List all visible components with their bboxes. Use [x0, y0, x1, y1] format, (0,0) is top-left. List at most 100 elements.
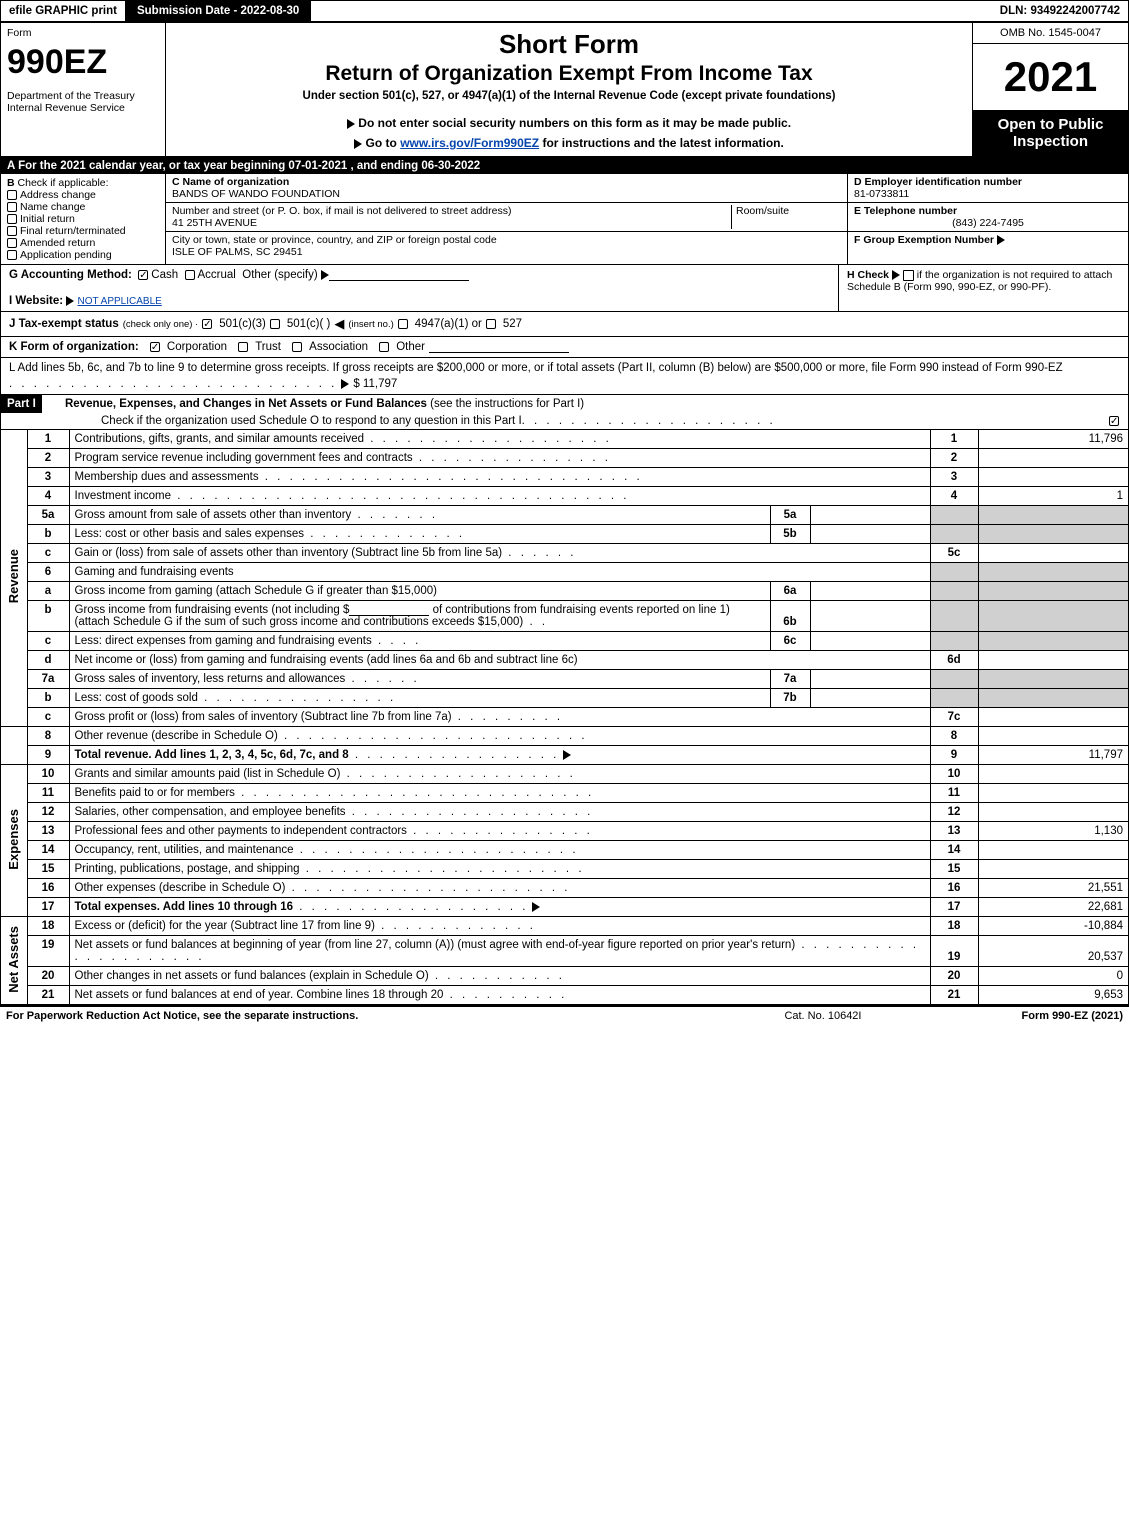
table-row: 3Membership dues and assessments . . . .… [1, 468, 1128, 487]
line-amount: 20,537 [978, 936, 1128, 967]
shade-cell [930, 632, 978, 651]
shade-cell [978, 506, 1128, 525]
checkbox-amended-return[interactable] [7, 238, 17, 248]
arrow-icon [341, 379, 349, 389]
form-number: 990EZ [7, 43, 159, 82]
checkbox-other[interactable] [379, 342, 389, 352]
table-row: 6Gaming and fundraising events [1, 563, 1128, 582]
arrow-icon [347, 119, 355, 129]
line-desc: Gross income from gaming (attach Schedul… [75, 585, 437, 597]
line-ref: 5c [930, 544, 978, 563]
table-row: 11Benefits paid to or for members . . . … [1, 784, 1128, 803]
line-no: 7a [27, 670, 69, 689]
line-desc: Net assets or fund balances at beginning… [75, 939, 796, 951]
table-row: bLess: cost of goods sold . . . . . . . … [1, 689, 1128, 708]
line-desc: Gross profit or (loss) from sales of inv… [75, 711, 452, 723]
table-row: 2Program service revenue including gover… [1, 449, 1128, 468]
dept-treasury: Department of the Treasury [7, 90, 159, 102]
line-no: 14 [27, 841, 69, 860]
line-ref: 20 [930, 967, 978, 986]
section-h: H Check if the organization is not requi… [838, 265, 1128, 311]
cat-no: Cat. No. 10642I [784, 1010, 861, 1022]
subtitle: Under section 501(c), 527, or 4947(a)(1)… [176, 90, 962, 102]
form-container: efile GRAPHIC print Submission Date - 20… [0, 0, 1129, 1006]
line-ref: 2 [930, 449, 978, 468]
inline-val [810, 506, 930, 525]
checkbox-501c3[interactable] [202, 319, 212, 329]
arrow-icon [892, 270, 900, 280]
checkbox-corp[interactable] [150, 342, 160, 352]
checkbox-assoc[interactable] [292, 342, 302, 352]
line-no: 16 [27, 879, 69, 898]
g-accrual: Accrual [198, 269, 236, 281]
org-street: 41 25TH AVENUE [172, 217, 257, 229]
line-desc: Less: cost of goods sold [75, 692, 198, 704]
table-row: 17Total expenses. Add lines 10 through 1… [1, 898, 1128, 917]
inline-val [810, 632, 930, 651]
checkbox-trust[interactable] [238, 342, 248, 352]
checkbox-address-change[interactable] [7, 190, 17, 200]
j-insert: (insert no.) [348, 319, 393, 330]
title-return: Return of Organization Exempt From Incom… [176, 62, 962, 86]
line-desc: Contributions, gifts, grants, and simila… [75, 433, 365, 445]
form-header: Form 990EZ Department of the Treasury In… [1, 23, 1128, 158]
line-no: 1 [27, 430, 69, 449]
l-text: L Add lines 5b, 6c, and 7b to line 9 to … [9, 362, 1063, 374]
checkbox-name-change[interactable] [7, 202, 17, 212]
line-amount [978, 449, 1128, 468]
line-amount: 1,130 [978, 822, 1128, 841]
footer: For Paperwork Reduction Act Notice, see … [0, 1006, 1129, 1025]
b-label: Check if applicable: [18, 177, 109, 189]
j-opt1: 501(c)(3) [219, 318, 266, 330]
blank-line [329, 269, 469, 281]
checkbox-h[interactable] [903, 270, 914, 281]
line-ref: 12 [930, 803, 978, 822]
checkbox-schedule-o[interactable] [1109, 416, 1119, 426]
table-row: 21 Net assets or fund balances at end of … [1, 986, 1128, 1005]
line-desc: Gain or (loss) from sale of assets other… [75, 547, 503, 559]
goto-post: for instructions and the latest informat… [542, 136, 783, 150]
line-amount [978, 651, 1128, 670]
omb-number: OMB No. 1545-0047 [973, 23, 1128, 44]
b-item: Application pending [20, 249, 112, 261]
arrow-icon [354, 139, 362, 149]
table-row: 14 Occupancy, rent, utilities, and mainte… [1, 841, 1128, 860]
line-no: b [27, 689, 69, 708]
checkbox-final-return[interactable] [7, 226, 17, 236]
checkbox-application-pending[interactable] [7, 250, 17, 260]
checkbox-4947[interactable] [398, 319, 408, 329]
arrow-icon [532, 902, 540, 912]
line-amount: 22,681 [978, 898, 1128, 917]
k-opt: Association [309, 341, 368, 353]
website-link[interactable]: NOT APPLICABLE [78, 296, 162, 307]
table-row: bLess: cost or other basis and sales exp… [1, 525, 1128, 544]
dots: . . . . . . . . . . . . . . . . . . . . … [522, 415, 1109, 427]
shade-cell [930, 601, 978, 632]
line-amount: 0 [978, 967, 1128, 986]
shade-cell [978, 563, 1128, 582]
line-amount [978, 803, 1128, 822]
shade-cell [930, 525, 978, 544]
checkbox-501c[interactable] [270, 319, 280, 329]
i-lbl: I Website: [9, 295, 63, 307]
line-no: 17 [27, 898, 69, 917]
title-shortform: Short Form [176, 29, 962, 60]
footer-form-pre: Form [1022, 1010, 1053, 1022]
part1-header-row: Part I Revenue, Expenses, and Changes in… [1, 394, 1128, 429]
g-other: Other (specify) [242, 269, 317, 281]
line-ref: 21 [930, 986, 978, 1005]
blank-line [349, 604, 429, 616]
checkbox-accrual[interactable] [185, 270, 195, 280]
line-desc: Net assets or fund balances at end of ye… [75, 989, 444, 1001]
goto-link[interactable]: www.irs.gov/Form990EZ [400, 136, 539, 150]
checkbox-527[interactable] [486, 319, 496, 329]
line-desc: Occupancy, rent, utilities, and maintena… [75, 844, 294, 856]
section-b: B Check if applicable: Address change Na… [1, 174, 166, 264]
top-bar: efile GRAPHIC print Submission Date - 20… [1, 1, 1128, 23]
g-lbl: G Accounting Method: [9, 269, 132, 281]
checkbox-cash[interactable] [138, 270, 148, 280]
checkbox-initial-return[interactable] [7, 214, 17, 224]
j-opt3: 4947(a)(1) or [415, 318, 482, 330]
line-desc: Grants and similar amounts paid (list in… [75, 768, 341, 780]
line-ref: 15 [930, 860, 978, 879]
